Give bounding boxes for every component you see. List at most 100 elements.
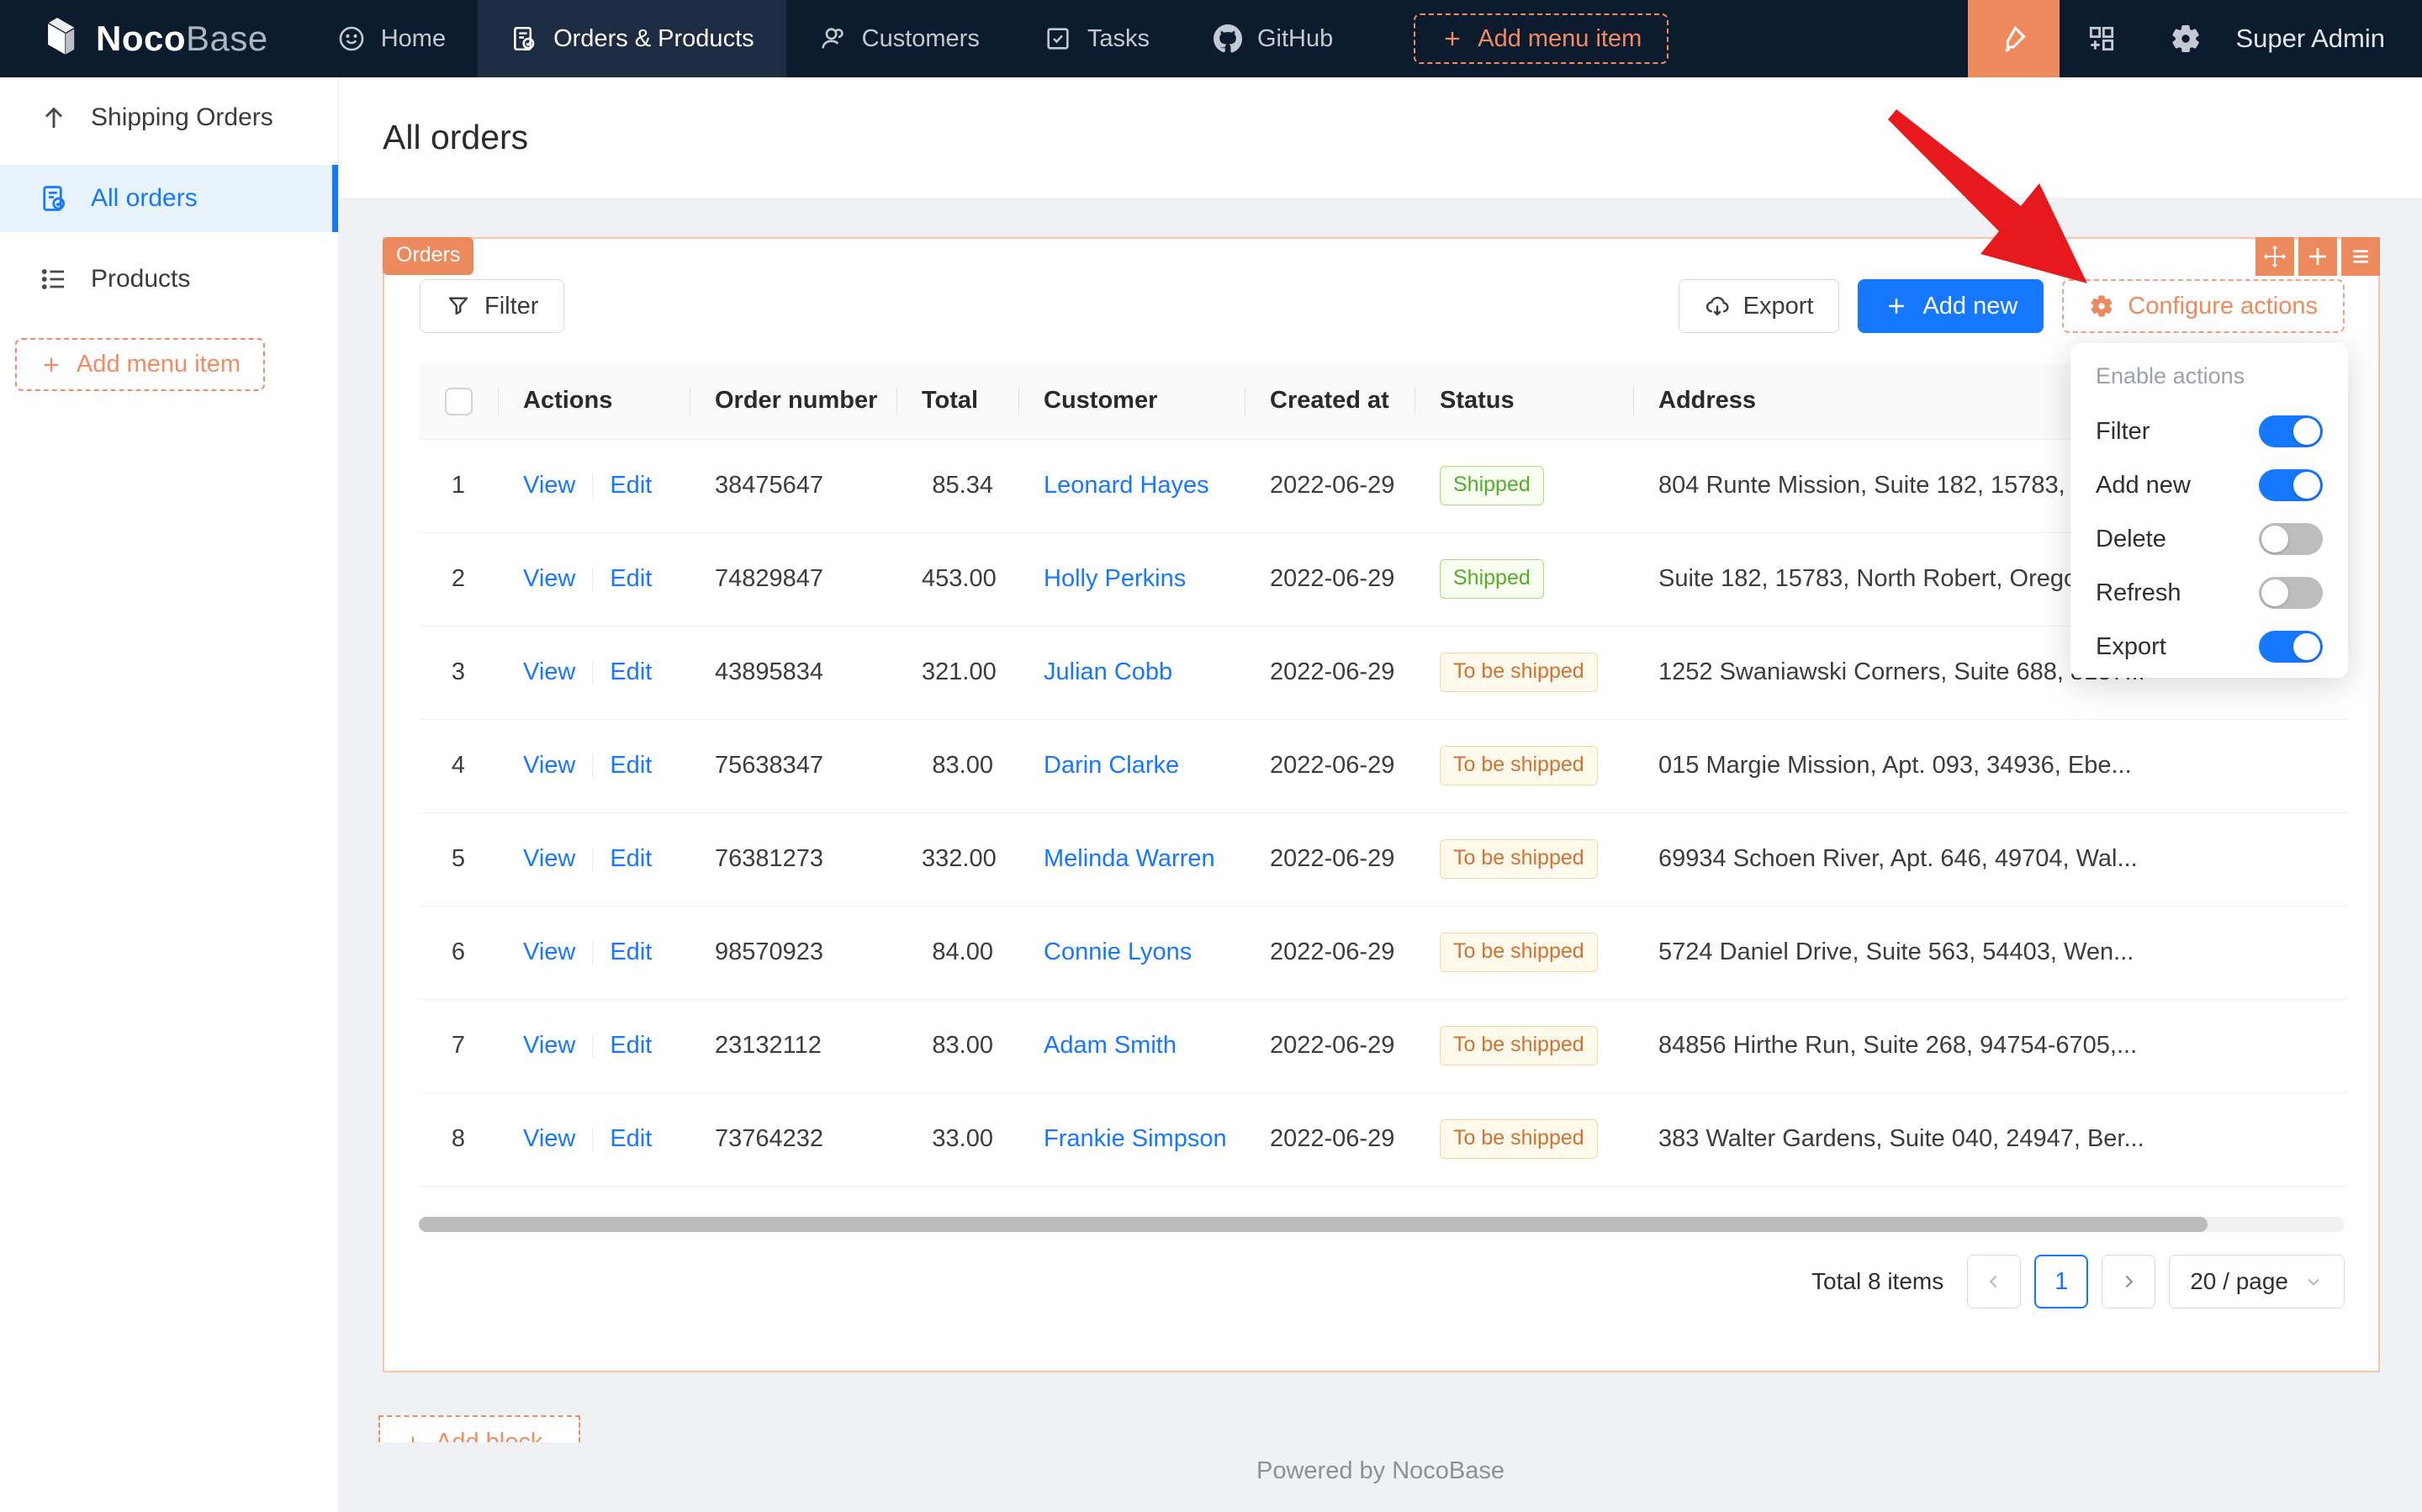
address-cell: 383 Walter Gardens, Suite 040, 24947, Be…: [1633, 1092, 2348, 1186]
sidebar-add-menu-item-button[interactable]: Add menu item: [15, 338, 265, 391]
add-new-toggle[interactable]: [2259, 469, 2323, 501]
view-link[interactable]: View: [523, 1032, 575, 1059]
user-menu[interactable]: Super Admin: [2228, 24, 2422, 54]
prev-page-button[interactable]: [1967, 1255, 2021, 1308]
refresh-toggle[interactable]: [2259, 577, 2323, 609]
status-badge: To be shipped: [1440, 839, 1598, 879]
table-row[interactable]: 1 ViewEdit 38475647 85.34 Leonard Hayes …: [419, 439, 2348, 532]
table-row[interactable]: 6 ViewEdit 98570923 84.00 Connie Lyons 2…: [419, 906, 2348, 999]
customer-link[interactable]: Adam Smith: [1044, 1032, 1177, 1059]
plugin-blocks-icon: [2086, 23, 2118, 55]
row-actions: View Edit: [498, 626, 690, 719]
customer-cell: Holly Perkins: [1018, 532, 1245, 626]
view-link[interactable]: View: [523, 472, 575, 499]
add-new-button[interactable]: Add new: [1858, 279, 2044, 333]
block-menu-icon[interactable]: [2341, 237, 2380, 276]
view-link[interactable]: View: [523, 845, 575, 872]
page-number-button[interactable]: 1: [2034, 1255, 2088, 1308]
drag-handle-icon[interactable]: [2255, 237, 2294, 276]
customer-link[interactable]: Leonard Hayes: [1044, 472, 1209, 499]
table-row[interactable]: 5 ViewEdit 76381273 332.00 Melinda Warre…: [419, 812, 2348, 906]
row-index: 8: [419, 1092, 498, 1186]
toggle-label: Filter: [2096, 418, 2150, 446]
edit-link[interactable]: Edit: [610, 565, 652, 592]
created-at-cell: 2022-06-29: [1245, 719, 1415, 812]
customer-link[interactable]: Darin Clarke: [1044, 752, 1179, 779]
delete-toggle[interactable]: [2259, 523, 2323, 555]
nav-item-github[interactable]: GitHub: [1182, 0, 1365, 77]
nocobase-logo[interactable]: NocoBase: [0, 15, 305, 62]
configure-actions-button[interactable]: Configure actions: [2062, 279, 2345, 333]
column-header-status: Status: [1415, 363, 1633, 439]
toggle-row-export[interactable]: Export: [2096, 620, 2323, 674]
add-block-button[interactable]: Add block: [378, 1415, 580, 1442]
sidebar-add-label: Add menu item: [77, 351, 241, 378]
ui-editor-toggle-button[interactable]: [1968, 0, 2060, 77]
view-link[interactable]: View: [523, 938, 575, 965]
total-cell: 83.00: [896, 719, 1018, 812]
table-row[interactable]: 8 ViewEdit 73764232 33.00 Frankie Simpso…: [419, 1092, 2348, 1186]
row-actions: View Edit: [498, 999, 690, 1092]
sidebar-item-all-orders[interactable]: All orders: [0, 165, 338, 232]
address-cell: 5724 Daniel Drive, Suite 563, 54403, Wen…: [1633, 906, 2348, 999]
page-size-value: 20 / page: [2190, 1268, 2288, 1295]
customer-link[interactable]: Frankie Simpson: [1044, 1125, 1227, 1152]
action-divider: [592, 941, 593, 965]
table-row[interactable]: 3 ViewEdit 43895834 321.00 Julian Cobb 2…: [419, 626, 2348, 719]
view-link[interactable]: View: [523, 565, 575, 592]
sidebar-item-label: Products: [91, 265, 190, 293]
edit-link[interactable]: Edit: [610, 845, 652, 872]
edit-link[interactable]: Edit: [610, 1125, 652, 1152]
nav-item-tasks[interactable]: Tasks: [1012, 0, 1182, 77]
sidebar-item-shipping-orders[interactable]: Shipping Orders: [0, 84, 338, 151]
edit-link[interactable]: Edit: [610, 658, 652, 685]
customer-link[interactable]: Connie Lyons: [1044, 938, 1192, 965]
nav-item-orders-products[interactable]: Orders & Products: [478, 0, 786, 77]
row-actions: View Edit: [498, 1092, 690, 1186]
toggle-row-add-new[interactable]: Add new: [2096, 458, 2323, 512]
scrollbar-thumb[interactable]: [419, 1217, 2208, 1232]
toggle-row-filter[interactable]: Filter: [2096, 404, 2323, 458]
export-toggle[interactable]: [2259, 631, 2323, 663]
table-row[interactable]: 2 ViewEdit 74829847 453.00 Holly Perkins…: [419, 532, 2348, 626]
add-icon[interactable]: [2298, 237, 2337, 276]
page-size-select[interactable]: 20 / page: [2169, 1255, 2345, 1308]
view-link[interactable]: View: [523, 1125, 575, 1152]
horizontal-scrollbar[interactable]: [419, 1217, 2345, 1232]
view-link[interactable]: View: [523, 658, 575, 685]
pagination-total: Total 8 items: [1811, 1268, 1943, 1295]
customer-link[interactable]: Julian Cobb: [1044, 658, 1172, 685]
select-all-checkbox[interactable]: [445, 388, 473, 415]
edit-link[interactable]: Edit: [610, 752, 652, 779]
page-title: All orders: [383, 118, 528, 157]
view-link[interactable]: View: [523, 752, 575, 779]
filter-toggle[interactable]: [2259, 415, 2323, 447]
table-row[interactable]: 7 ViewEdit 23132112 83.00 Adam Smith 202…: [419, 999, 2348, 1092]
sidebar-item-products[interactable]: Products: [0, 246, 338, 313]
settings-button[interactable]: [2144, 0, 2228, 77]
plugin-manager-button[interactable]: [2060, 0, 2144, 77]
order-number-cell: 74829847: [690, 532, 896, 626]
filter-button[interactable]: Filter: [420, 279, 564, 333]
nav-item-customers[interactable]: Customers: [786, 0, 1012, 77]
edit-link[interactable]: Edit: [610, 1032, 652, 1059]
nav-item-label: Tasks: [1087, 25, 1150, 53]
column-header-customer: Customer: [1018, 363, 1245, 439]
toggle-row-refresh[interactable]: Refresh: [2096, 566, 2323, 620]
customer-link[interactable]: Holly Perkins: [1044, 565, 1186, 592]
edit-link[interactable]: Edit: [610, 938, 652, 965]
nocobase-cube-icon: [34, 15, 81, 62]
export-button[interactable]: Export: [1679, 279, 1840, 333]
customer-cell: Frankie Simpson: [1018, 1092, 1245, 1186]
toggle-row-delete[interactable]: Delete: [2096, 512, 2323, 566]
next-page-button[interactable]: [2102, 1255, 2155, 1308]
customer-link[interactable]: Melinda Warren: [1044, 845, 1215, 872]
nav-item-home[interactable]: Home: [305, 0, 478, 77]
customer-cell: Melinda Warren: [1018, 812, 1245, 906]
edit-link[interactable]: Edit: [610, 472, 652, 499]
orders-document-icon: [510, 24, 538, 53]
page-header: All orders: [339, 77, 2422, 198]
table-row[interactable]: 4 ViewEdit 75638347 83.00 Darin Clarke 2…: [419, 719, 2348, 812]
orders-table: Actions Order number Total Customer Crea…: [419, 363, 2348, 1187]
nav-add-menu-item-button[interactable]: Add menu item: [1414, 13, 1668, 64]
